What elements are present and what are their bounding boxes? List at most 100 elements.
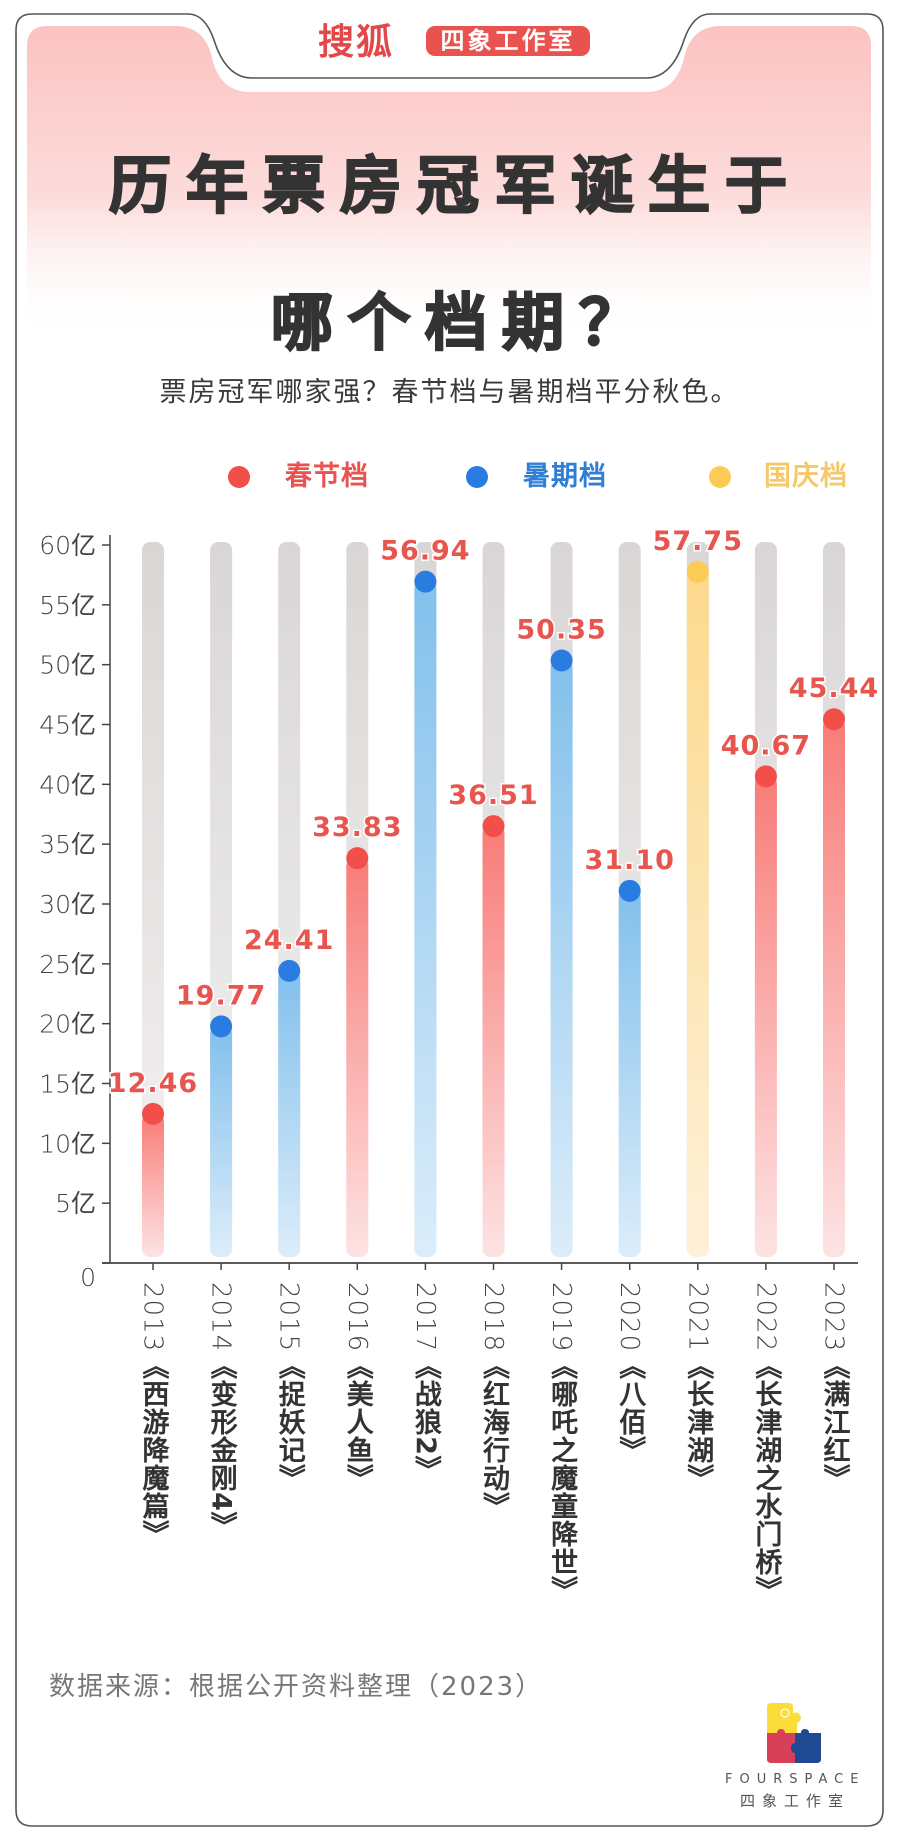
x-label-film: 《捉妖记》	[273, 1352, 305, 1493]
y-tick-label: 50亿	[39, 651, 96, 680]
sohu-logo-text: 搜狐	[318, 21, 395, 63]
x-label-film: 《八佰》	[614, 1352, 646, 1465]
value-label-2023: 45.44	[789, 673, 879, 704]
x-label-year: 2013	[137, 1282, 168, 1353]
x-label-2014: 2014《变形金刚4》	[202, 1282, 241, 1540]
x-label-2022: 2022《长津湖之水门桥》	[746, 1282, 785, 1604]
bar-2018	[482, 826, 505, 1257]
value-dot-2018	[482, 815, 505, 838]
y-tick-label: 60亿	[39, 531, 96, 560]
x-label-film: 《红海行动》	[478, 1352, 509, 1521]
legend-label-summer: 暑期档	[523, 461, 607, 492]
studio-badge: 四象工作室	[426, 26, 590, 56]
x-label-film: 《战狼2》	[409, 1352, 441, 1484]
value-dot-2023	[823, 708, 845, 731]
x-label-2021: 2021《长津湖》	[678, 1282, 717, 1492]
legend-dot-spring	[228, 466, 250, 488]
y-tick-label: 40亿	[39, 770, 96, 799]
y-tick-label: 15亿	[39, 1070, 96, 1099]
y-tick-label: 25亿	[39, 950, 96, 979]
x-label-film: 《美人鱼》	[341, 1352, 373, 1493]
value-label-2014: 19.77	[176, 980, 266, 1011]
value-label-2022: 40.67	[721, 730, 811, 761]
y-tick-label: 10亿	[39, 1129, 96, 1158]
x-label-year: 2021	[682, 1282, 713, 1353]
value-dot-2022	[754, 765, 777, 788]
bar-2017	[414, 581, 437, 1257]
page-title-line1: 历年票房冠军诞生于	[108, 148, 802, 223]
x-label-film: 《哪吒之魔童降世》	[546, 1352, 578, 1605]
x-label-film: 《满江红》	[818, 1352, 850, 1493]
y-tick-label: 35亿	[39, 830, 96, 859]
legend-dot-summer	[466, 466, 488, 488]
value-label-2020: 31.10	[584, 845, 674, 876]
value-dot-2014	[210, 1015, 233, 1038]
x-label-2023: 2023《满江红》	[815, 1282, 854, 1492]
x-label-2013: 2013《西游降魔篇》	[134, 1282, 173, 1548]
bar-2016	[346, 858, 369, 1257]
value-dot-2020	[618, 879, 641, 902]
logo-text-en: FOURSPACE	[725, 1772, 866, 1787]
x-label-year: 2019	[546, 1282, 577, 1353]
value-dot-2015	[278, 959, 301, 982]
x-label-year: 2020	[614, 1282, 645, 1353]
x-label-film: 《西游降魔篇》	[137, 1352, 169, 1549]
x-label-year: 2017	[409, 1282, 440, 1353]
bar-2023	[823, 719, 845, 1257]
x-label-2016: 2016《美人鱼》	[338, 1282, 377, 1492]
x-label-year: 2014	[205, 1282, 236, 1353]
x-label-2020: 2020《八佰》	[610, 1282, 649, 1464]
bar-2022	[754, 776, 777, 1257]
y-tick-label: 55亿	[39, 591, 96, 620]
bar-2013	[142, 1113, 164, 1257]
value-label-2013: 12.46	[108, 1068, 198, 1099]
value-label-2021: 57.75	[653, 526, 743, 557]
foursquare-puzzle-logo-icon	[767, 1703, 821, 1763]
bar-2020	[618, 890, 641, 1257]
legend-label-spring: 春节档	[285, 461, 369, 492]
y-tick-label: 20亿	[39, 1010, 96, 1039]
x-label-film: 《长津湖》	[682, 1352, 714, 1493]
bar-track	[142, 542, 164, 1257]
y-tick-label: 30亿	[39, 890, 96, 919]
logo-text-cn: 四象工作室	[739, 1792, 850, 1810]
x-label-year: 2016	[341, 1282, 372, 1353]
y-tick-label: 45亿	[39, 711, 96, 740]
bar-2021	[686, 571, 709, 1257]
x-axis	[102, 1262, 858, 1270]
y-axis: 0 5亿 10亿 15亿 20亿 25亿 30亿 35亿 40亿 45亿 50亿 55亿 60亿	[39, 531, 111, 1292]
y-tick-label: 5亿	[55, 1189, 96, 1218]
bar-2019	[550, 660, 573, 1257]
value-label-2018: 36.51	[448, 780, 538, 811]
data-source-note: 数据来源：根据公开资料整理（2023）	[49, 1672, 544, 1702]
legend-label-national: 国庆档	[764, 461, 848, 492]
x-label-year: 2023	[818, 1282, 849, 1353]
value-labels: 12.46 19.77 24.41 33.83 56.94 36.51 50.35 31.10…	[106, 524, 879, 1100]
page-title-line2: 哪个档期？	[270, 285, 656, 360]
x-label-2017: 2017《战狼2》	[406, 1282, 445, 1484]
value-dot-2017	[414, 570, 437, 593]
value-label-2016: 33.83	[312, 812, 402, 843]
x-label-year: 2015	[273, 1282, 304, 1353]
value-dot-2013	[142, 1102, 164, 1125]
value-dot-2019	[550, 649, 573, 672]
x-label-2019: 2019《哪吒之魔童降世》	[542, 1282, 581, 1604]
value-dot-2016	[346, 847, 369, 870]
x-label-year: 2022	[750, 1282, 781, 1353]
x-label-2015: 2015《捉妖记》	[270, 1282, 309, 1492]
value-dot-2021	[686, 560, 709, 583]
bars	[142, 571, 845, 1257]
value-label-2017: 56.94	[380, 536, 470, 567]
frame-outline	[15, 13, 884, 1827]
value-label-2015: 24.41	[244, 925, 334, 956]
x-label-film: 《变形金刚4》	[205, 1352, 237, 1540]
value-dots	[142, 560, 845, 1125]
bar-2014	[210, 1026, 233, 1257]
x-label-film: 《长津湖之水门桥》	[750, 1352, 782, 1605]
header-pink-background	[27, 26, 871, 340]
legend-dot-national	[709, 466, 731, 488]
bar-2015	[278, 970, 301, 1257]
x-label-year: 2018	[478, 1282, 508, 1353]
